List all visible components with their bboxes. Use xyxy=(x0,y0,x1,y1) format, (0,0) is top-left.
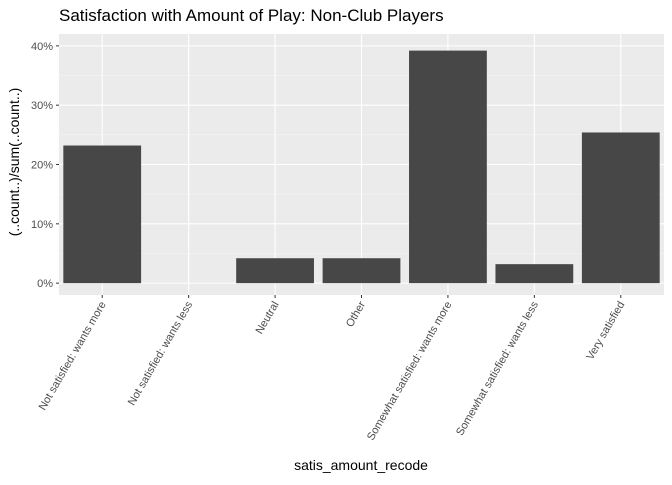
y-axis-title: (..count..)/sum(..count..) xyxy=(6,88,22,237)
x-tick-label: Somewhat satisfied: wants less xyxy=(454,299,541,438)
chart-title: Satisfaction with Amount of Play: Non-Cl… xyxy=(59,6,444,25)
x-axis: Not satisfied: wants more Not satisfied: … xyxy=(37,295,627,443)
y-tick-label: 0% xyxy=(37,278,53,290)
x-tick-label: Other xyxy=(344,299,368,329)
y-tick-label: 20% xyxy=(31,160,53,172)
x-tick-label: Not satisfied: wants more xyxy=(37,300,109,413)
bar xyxy=(236,258,314,284)
bar xyxy=(409,50,487,284)
bar xyxy=(495,264,574,284)
x-tick-label: Not satisfied: wants less xyxy=(126,299,196,408)
x-tick-label: Neutral xyxy=(254,300,282,337)
x-tick-label: Very satisfied xyxy=(584,300,627,363)
y-axis: 0% 10% 20% 30% 40% xyxy=(31,41,59,290)
x-axis-title: satis_amount_recode xyxy=(294,457,428,473)
bar xyxy=(63,145,142,284)
y-tick-label: 40% xyxy=(31,41,53,53)
bars xyxy=(63,50,660,284)
y-tick-label: 10% xyxy=(31,219,53,231)
x-tick-label: Somewhat satisfied: wants more xyxy=(365,300,455,443)
y-tick-label: 30% xyxy=(31,100,53,112)
bar xyxy=(322,258,401,284)
bar xyxy=(581,132,660,284)
